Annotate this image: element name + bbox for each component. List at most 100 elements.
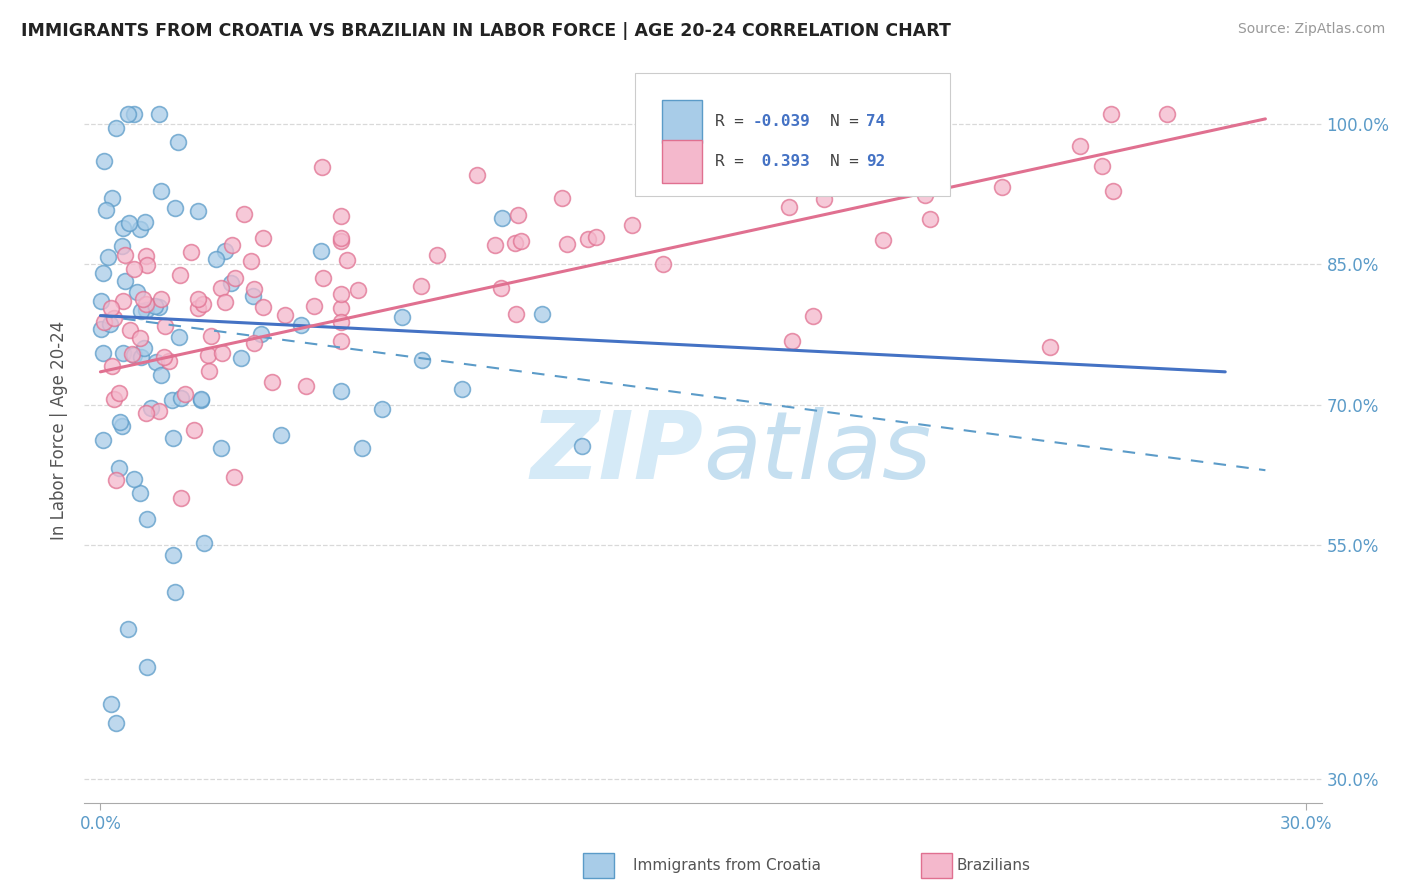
Point	[103, 392, 125, 407]
Text: 0.393: 0.393	[752, 153, 810, 169]
Point	[165, 201, 187, 215]
Point	[190, 392, 212, 406]
Point	[290, 318, 312, 332]
Point	[491, 211, 513, 225]
Point	[135, 258, 157, 272]
Point	[411, 353, 433, 368]
Point	[260, 375, 283, 389]
Point	[576, 232, 599, 246]
Point	[1101, 184, 1123, 198]
Point	[170, 391, 193, 405]
Point	[295, 379, 318, 393]
Text: N =: N =	[831, 114, 869, 128]
Point	[555, 237, 578, 252]
Point	[239, 254, 262, 268]
Point	[153, 350, 176, 364]
Point	[129, 222, 152, 236]
Point	[135, 511, 157, 525]
Point	[880, 107, 903, 121]
Point	[651, 256, 673, 270]
Text: -0.039: -0.039	[752, 114, 810, 128]
Point	[114, 248, 136, 262]
Point	[200, 329, 222, 343]
Point	[205, 252, 228, 266]
Point	[311, 244, 333, 258]
Point	[330, 287, 353, 301]
Point	[190, 392, 212, 407]
Point	[409, 278, 432, 293]
Point	[274, 308, 297, 322]
Point	[224, 271, 246, 285]
Point	[112, 293, 135, 308]
Point	[551, 190, 574, 204]
Point	[214, 244, 236, 258]
Point	[132, 292, 155, 306]
Point	[127, 285, 149, 300]
Point	[94, 203, 117, 218]
Point	[163, 585, 186, 599]
Point	[162, 548, 184, 562]
Text: N =: N =	[831, 153, 869, 169]
Point	[214, 294, 236, 309]
Point	[336, 252, 359, 267]
Point	[93, 266, 115, 280]
Point	[111, 419, 134, 434]
Point	[193, 296, 215, 310]
Point	[90, 322, 112, 336]
Point	[143, 300, 166, 314]
Point	[93, 153, 115, 168]
Point	[211, 346, 233, 360]
Point	[813, 192, 835, 206]
Point	[129, 304, 152, 318]
Point	[100, 698, 122, 712]
Point	[219, 276, 242, 290]
Point	[121, 347, 143, 361]
Point	[426, 248, 449, 262]
Point	[111, 220, 134, 235]
Point	[145, 355, 167, 369]
Point	[104, 716, 127, 731]
Point	[1099, 107, 1122, 121]
Point	[155, 318, 177, 333]
Point	[801, 309, 824, 323]
Point	[330, 210, 353, 224]
Point	[222, 470, 245, 484]
Text: R =: R =	[716, 114, 754, 128]
Point	[108, 386, 131, 401]
Point	[920, 211, 942, 226]
Point	[330, 315, 353, 329]
Point	[141, 401, 163, 416]
Point	[91, 346, 114, 360]
Point	[193, 536, 215, 550]
Point	[122, 349, 145, 363]
Point	[872, 233, 894, 247]
Point	[108, 415, 131, 429]
Point	[134, 215, 156, 229]
Point	[209, 281, 232, 295]
Point	[97, 250, 120, 264]
Point	[391, 310, 413, 324]
Point	[1091, 159, 1114, 173]
Point	[484, 238, 506, 252]
Point	[149, 184, 172, 198]
Point	[451, 382, 474, 396]
Point	[778, 200, 800, 214]
Point	[98, 317, 121, 331]
Point	[250, 326, 273, 341]
Point	[311, 270, 333, 285]
Text: 74: 74	[866, 114, 886, 128]
Point	[169, 268, 191, 282]
Point	[491, 281, 513, 295]
Point	[347, 283, 370, 297]
Point	[135, 297, 157, 311]
Point	[100, 301, 122, 315]
Point	[117, 107, 139, 121]
Point	[160, 392, 183, 407]
Point	[120, 323, 142, 337]
Point	[107, 461, 129, 475]
Point	[350, 441, 373, 455]
FancyBboxPatch shape	[662, 100, 702, 143]
Point	[122, 107, 145, 121]
Point	[149, 292, 172, 306]
Point	[111, 346, 134, 360]
